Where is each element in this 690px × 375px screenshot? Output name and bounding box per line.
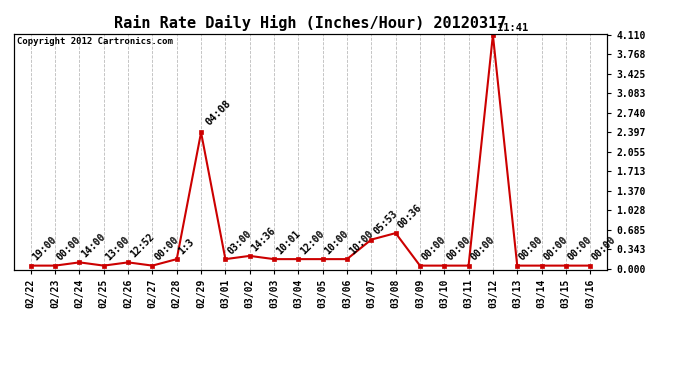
Text: 10:01: 10:01 bbox=[274, 228, 302, 256]
Text: 12:00: 12:00 bbox=[298, 228, 326, 256]
Text: 00:00: 00:00 bbox=[518, 235, 545, 263]
Text: 1:3: 1:3 bbox=[177, 237, 196, 256]
Text: Copyright 2012 Cartronics.com: Copyright 2012 Cartronics.com bbox=[17, 37, 172, 46]
Text: 10:00: 10:00 bbox=[347, 228, 375, 256]
Text: 00:00: 00:00 bbox=[566, 235, 593, 263]
Text: 13:00: 13:00 bbox=[104, 235, 132, 263]
Text: 10:00: 10:00 bbox=[323, 228, 351, 256]
Title: Rain Rate Daily High (Inches/Hour) 20120317: Rain Rate Daily High (Inches/Hour) 20120… bbox=[115, 15, 506, 31]
Text: 12:52: 12:52 bbox=[128, 232, 156, 260]
Text: 00:00: 00:00 bbox=[590, 235, 618, 263]
Text: 00:00: 00:00 bbox=[152, 235, 180, 263]
Text: 00:00: 00:00 bbox=[55, 235, 83, 263]
Text: 04:08: 04:08 bbox=[204, 99, 233, 128]
Text: 03:00: 03:00 bbox=[226, 228, 253, 256]
Text: 05:53: 05:53 bbox=[371, 209, 399, 237]
Text: 14:36: 14:36 bbox=[250, 225, 277, 253]
Text: 00:36: 00:36 bbox=[395, 202, 424, 230]
Text: 11:41: 11:41 bbox=[497, 23, 528, 33]
Text: 00:00: 00:00 bbox=[444, 235, 472, 263]
Text: 19:00: 19:00 bbox=[31, 235, 59, 263]
Text: 00:00: 00:00 bbox=[542, 235, 569, 263]
Text: 00:00: 00:00 bbox=[469, 235, 496, 263]
Text: 14:00: 14:00 bbox=[79, 232, 108, 260]
Text: 00:00: 00:00 bbox=[420, 235, 448, 263]
